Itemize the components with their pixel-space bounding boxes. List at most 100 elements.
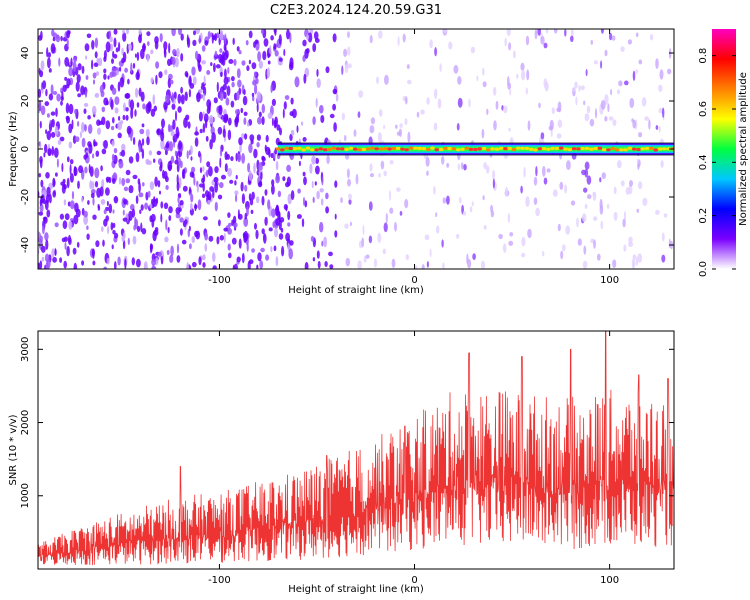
noise-blob <box>434 88 438 100</box>
noise-blob <box>201 45 206 52</box>
noise-blob <box>251 92 255 97</box>
noise-blob <box>398 128 402 137</box>
noise-blob <box>176 181 180 192</box>
noise-blob <box>252 80 257 86</box>
noise-blob <box>280 227 284 233</box>
noise-blob <box>264 144 267 152</box>
signal-core <box>456 148 461 152</box>
noise-blob <box>257 116 262 125</box>
signal-core <box>662 147 667 151</box>
noise-blob <box>124 67 128 73</box>
noise-blob <box>229 179 234 184</box>
noise-blob <box>213 97 218 104</box>
noise-blob <box>92 79 96 85</box>
noise-blob <box>156 150 162 156</box>
noise-blob <box>245 40 249 46</box>
noise-blob <box>589 118 595 127</box>
x-tick-label: -100 <box>208 275 231 286</box>
noise-blob <box>77 120 80 127</box>
signal-core <box>614 148 620 152</box>
noise-blob <box>111 244 114 250</box>
y-tick-label: 20 <box>20 95 31 108</box>
x-tick-label: 100 <box>600 275 619 286</box>
noise-blob <box>140 204 144 211</box>
noise-blob <box>368 235 373 244</box>
noise-blob <box>217 126 223 135</box>
noise-blob <box>161 118 165 129</box>
noise-blob <box>424 234 430 241</box>
noise-blob <box>48 68 52 73</box>
noise-blob <box>334 230 338 238</box>
noise-blob <box>92 72 97 79</box>
noise-blob <box>246 206 249 217</box>
noise-blob <box>237 79 242 88</box>
noise-blob <box>215 64 221 69</box>
noise-blob <box>347 178 351 187</box>
noise-blob <box>616 160 622 169</box>
noise-blob <box>142 103 146 110</box>
noise-blob <box>254 71 257 77</box>
noise-blob <box>228 59 234 64</box>
signal-core <box>340 147 345 151</box>
noise-blob <box>201 60 207 65</box>
noise-blob <box>405 96 408 105</box>
noise-blob <box>100 199 106 205</box>
noise-blob <box>613 211 618 221</box>
noise-blob <box>193 176 196 186</box>
noise-blob <box>138 34 143 44</box>
noise-blob <box>256 142 260 148</box>
noise-blob <box>105 187 110 196</box>
signal-core <box>314 148 319 152</box>
noise-blob <box>265 134 269 143</box>
noise-blob <box>341 65 344 75</box>
noise-blob <box>242 95 248 106</box>
noise-blob <box>326 155 330 165</box>
noise-blob <box>533 176 538 186</box>
noise-blob <box>404 198 409 209</box>
noise-blob <box>446 195 450 205</box>
noise-blob <box>520 62 525 71</box>
noise-blob <box>251 191 255 200</box>
noise-blob <box>504 186 509 197</box>
noise-blob <box>91 105 97 115</box>
noise-blob <box>256 91 261 102</box>
signal-core <box>421 147 427 151</box>
noise-blob <box>60 95 64 102</box>
noise-blob <box>125 169 131 176</box>
noise-blob <box>279 127 282 136</box>
noise-blob <box>344 223 349 229</box>
noise-blob <box>216 81 219 93</box>
noise-blob <box>271 179 275 187</box>
noise-blob <box>57 139 62 145</box>
signal-core <box>580 146 585 151</box>
noise-blob <box>290 97 294 105</box>
signal-core <box>627 146 633 150</box>
noise-blob <box>111 178 116 184</box>
noise-blob <box>389 207 394 214</box>
noise-blob <box>642 197 648 207</box>
noise-blob <box>227 167 233 177</box>
noise-blob <box>174 159 179 165</box>
noise-blob <box>312 116 316 125</box>
y-tick-label: 2000 <box>20 410 31 435</box>
noise-blob <box>361 237 365 248</box>
noise-blob <box>88 124 93 134</box>
noise-blob <box>208 102 211 113</box>
noise-blob <box>171 56 176 65</box>
noise-blob <box>94 167 100 179</box>
noise-blob <box>66 38 69 47</box>
signal-core <box>477 147 482 151</box>
noise-blob <box>117 132 122 139</box>
signal-core <box>464 146 469 150</box>
noise-blob <box>63 199 67 206</box>
noise-blob <box>81 260 85 266</box>
noise-blob <box>426 97 430 105</box>
noise-blob <box>108 203 113 214</box>
x-tick-label: 0 <box>411 275 417 286</box>
noise-blob <box>508 42 512 51</box>
noise-blob <box>270 35 274 41</box>
noise-blob <box>163 49 167 58</box>
noise-blob <box>243 111 248 117</box>
snr-line <box>38 331 674 566</box>
